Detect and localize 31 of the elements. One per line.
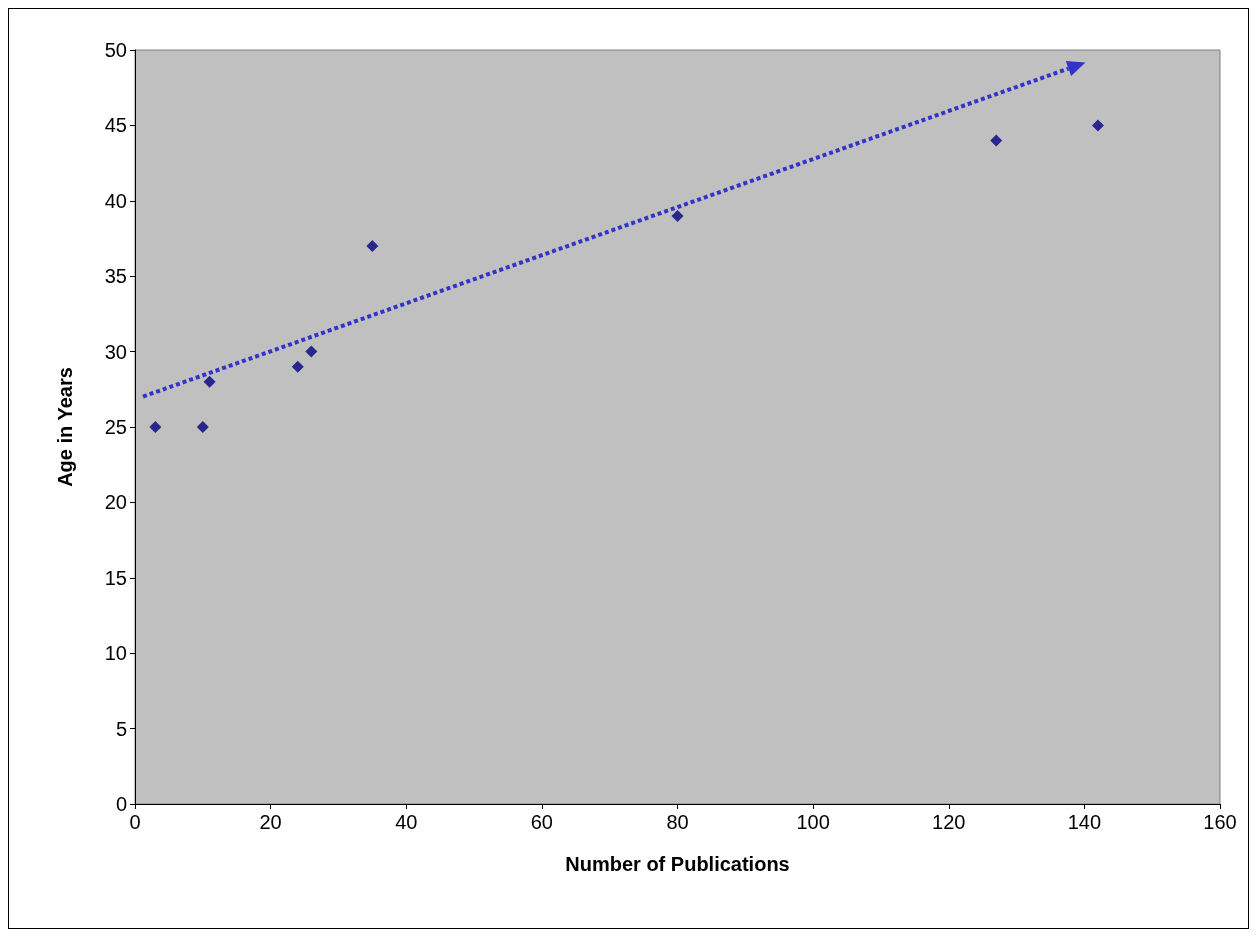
point: [149, 421, 162, 433]
point: [291, 360, 304, 373]
y-tick-label: 15: [104, 566, 127, 589]
point: [196, 421, 209, 433]
point: [366, 240, 379, 253]
y-tick-label: 50: [104, 39, 127, 61]
x-tick-label: 120: [932, 811, 966, 833]
y-axis-title: Age in Years: [54, 367, 76, 487]
point: [1091, 119, 1104, 132]
x-axis-title: Number of Publications: [565, 853, 790, 875]
y-tick-label: 30: [104, 340, 127, 363]
point: [671, 209, 684, 222]
point: [305, 345, 318, 358]
x-tick-label: 20: [259, 811, 282, 833]
y-tick-label: 0: [115, 793, 127, 815]
x-tick-label: 100: [796, 811, 830, 833]
x-tick-label: 140: [1067, 811, 1102, 833]
y-tick-label: 5: [115, 717, 127, 740]
point: [990, 134, 1003, 147]
y-tick-label: 45: [104, 114, 127, 137]
x-tick-label: 160: [1203, 811, 1237, 833]
point: [203, 375, 216, 388]
y-tick-label: 35: [104, 265, 127, 288]
y-tick-label: 20: [104, 491, 127, 514]
x-tick-label: 40: [395, 811, 418, 833]
y-tick-label: 25: [104, 416, 127, 438]
y-tick-label: 40: [104, 189, 127, 212]
x-tick-label: 0: [129, 811, 141, 833]
y-tick-label: 10: [104, 642, 127, 665]
x-tick-label: 60: [530, 811, 553, 833]
x-tick-label: 80: [666, 811, 689, 833]
